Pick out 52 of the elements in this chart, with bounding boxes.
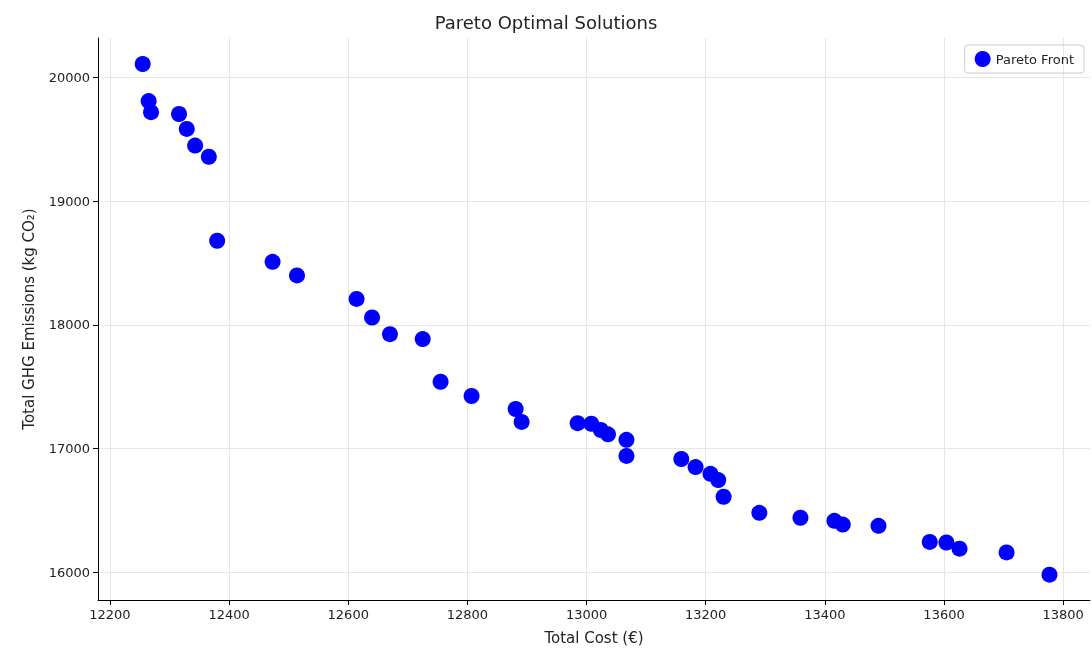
point: [1041, 566, 1058, 583]
point: [513, 413, 530, 430]
point: [381, 326, 398, 343]
point: [751, 504, 768, 521]
x-tick-label: 13000: [565, 607, 608, 622]
point: [414, 331, 431, 348]
x-tick-label: 12200: [89, 607, 131, 622]
y-tick-label: 16000: [48, 564, 90, 580]
point: [951, 540, 968, 557]
legend-label: Pareto Front: [995, 51, 1074, 67]
point: [921, 533, 938, 550]
y-axis-title: Total GHG Emissions (kg CO₂): [19, 208, 38, 431]
point: [264, 253, 281, 270]
point: [171, 106, 188, 123]
point: [618, 447, 635, 464]
point: [715, 488, 732, 505]
point: [600, 426, 616, 443]
point: [432, 373, 449, 390]
point: [289, 267, 305, 284]
point: [569, 415, 586, 432]
point: [998, 544, 1015, 561]
chart-title: Pareto Optimal Solutions: [434, 11, 658, 33]
x-tick-label: 13200: [685, 607, 727, 622]
point: [134, 55, 151, 72]
point: [673, 451, 690, 468]
point: [348, 290, 365, 307]
point: [143, 104, 160, 121]
point: [209, 232, 226, 249]
x-tick-label: 13600: [923, 607, 965, 622]
x-tick-label: 13400: [804, 607, 846, 622]
point: [463, 387, 480, 404]
x-axis-title: Total Cost (€): [543, 628, 644, 647]
point: [834, 516, 851, 533]
x-tick-label: 12600: [327, 607, 369, 622]
point: [507, 400, 524, 417]
point: [870, 517, 887, 534]
point: [178, 120, 195, 137]
point: [792, 509, 809, 526]
x-tick-label: 12800: [446, 607, 489, 622]
point: [687, 459, 704, 476]
y-tick-label: 20000: [48, 70, 90, 86]
y-tick-label: 19000: [48, 193, 90, 209]
point: [187, 137, 204, 154]
y-tick-label: 17000: [48, 441, 90, 457]
x-tick-label: 12400: [208, 607, 250, 622]
point: [618, 431, 635, 448]
x-tick-label: 13800: [1042, 607, 1084, 622]
y-tick-label: 18000: [48, 317, 90, 333]
point: [938, 534, 955, 551]
point: [710, 472, 727, 489]
point: [200, 148, 217, 165]
point: [364, 309, 381, 326]
